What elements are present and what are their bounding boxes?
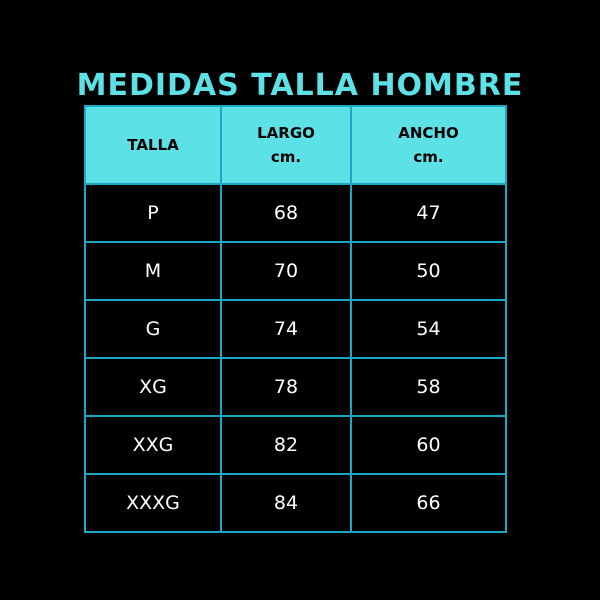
table-row: XXXG 84 66 xyxy=(84,473,507,533)
header-unit: cm. xyxy=(270,148,302,166)
table-row: G 74 54 xyxy=(84,299,507,359)
header-label: LARGO xyxy=(257,124,315,142)
ancho-cell: 58 xyxy=(350,357,507,417)
table-row: XXG 82 60 xyxy=(84,415,507,475)
size-cell: XXXG xyxy=(84,473,222,533)
header-unit: cm. xyxy=(413,148,444,166)
ancho-cell: 66 xyxy=(350,473,507,533)
largo-cell: 68 xyxy=(220,183,352,243)
header-label: ANCHO xyxy=(398,124,459,142)
largo-cell: 74 xyxy=(220,299,352,359)
size-cell: P xyxy=(84,183,222,243)
ancho-cell: 60 xyxy=(350,415,507,475)
largo-cell: 70 xyxy=(220,241,352,301)
table-row: P 68 47 xyxy=(84,183,507,243)
size-cell: G xyxy=(84,299,222,359)
table-row: XG 78 58 xyxy=(84,357,507,417)
size-cell: XXG xyxy=(84,415,222,475)
header-label: TALLA xyxy=(127,136,179,154)
header-row: TALLA LARGO cm. ANCHO cm. xyxy=(84,105,507,185)
size-cell: M xyxy=(84,241,222,301)
size-table: TALLA LARGO cm. ANCHO cm. P 68 47 M 70 50 G 74 54 X… xyxy=(84,105,507,533)
header-ancho: ANCHO cm. xyxy=(350,105,507,185)
header-largo: LARGO cm. xyxy=(220,105,352,185)
table-row: M 70 50 xyxy=(84,241,507,301)
ancho-cell: 50 xyxy=(350,241,507,301)
page-title: MEDIDAS TALLA HOMBRE xyxy=(76,68,524,103)
largo-cell: 78 xyxy=(220,357,352,417)
largo-cell: 82 xyxy=(220,415,352,475)
ancho-cell: 54 xyxy=(350,299,507,359)
header-talla: TALLA xyxy=(84,105,222,185)
largo-cell: 84 xyxy=(220,473,352,533)
ancho-cell: 47 xyxy=(350,183,507,243)
size-cell: XG xyxy=(84,357,222,417)
